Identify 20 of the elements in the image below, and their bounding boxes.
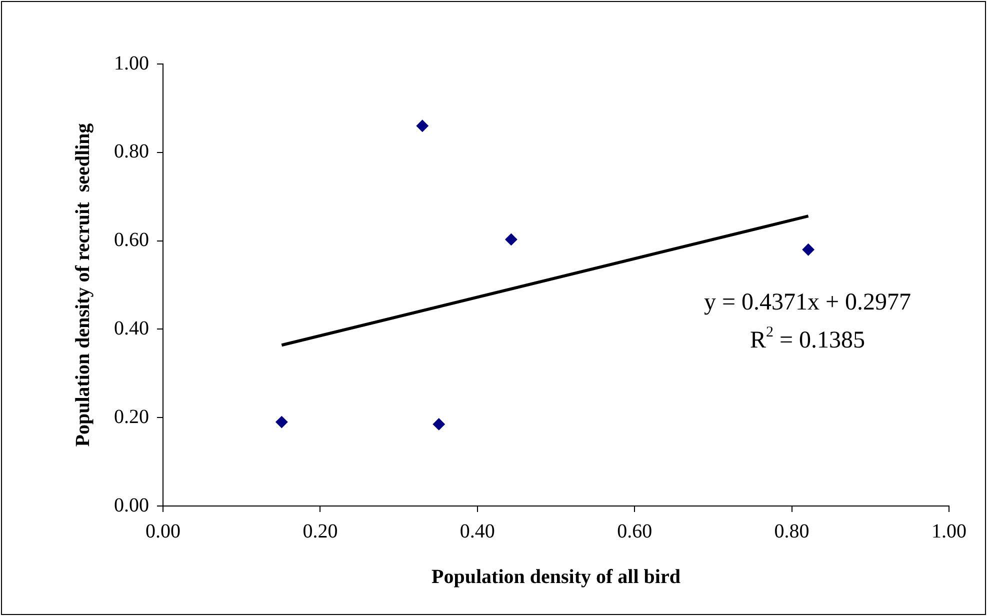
y-tick-label: 0.40 <box>114 317 149 340</box>
point <box>432 418 445 430</box>
y-tick-label: 1.00 <box>114 52 149 74</box>
x-tick-label: 0.00 <box>146 520 180 542</box>
x-tick-label: 1.00 <box>932 520 966 542</box>
y-tick-label: 0.20 <box>114 406 149 428</box>
x-tick-label: 0.80 <box>774 520 810 542</box>
point <box>276 416 288 428</box>
point <box>416 120 428 132</box>
x-tick-label: 0.60 <box>617 520 652 542</box>
y-axis-title: Population density of recruit seedling <box>72 123 94 447</box>
point <box>505 233 518 246</box>
annotation: y = 0.4371x + 0.2977 <box>704 289 912 316</box>
y-tick-label: 0.60 <box>114 229 149 252</box>
x-tick-label: 0.20 <box>302 520 338 542</box>
y-tick-label: 0.00 <box>114 494 149 516</box>
x-tick-label: 0.40 <box>460 520 495 542</box>
x-axis-title: Population density of all bird <box>432 566 680 588</box>
point <box>802 244 814 256</box>
y-tick-label: 0.80 <box>114 140 149 163</box>
